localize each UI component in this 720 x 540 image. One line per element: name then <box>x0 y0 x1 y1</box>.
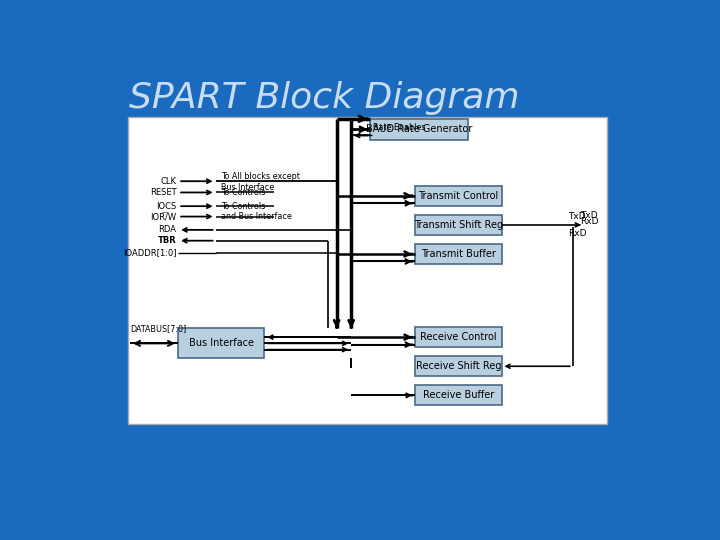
Text: Receive Shift Reg: Receive Shift Reg <box>415 361 501 372</box>
Text: Receive Control: Receive Control <box>420 332 497 342</box>
Text: Rate Enables: Rate Enables <box>373 124 426 132</box>
Text: To All blocks except
Bus Interface: To All blocks except Bus Interface <box>221 172 300 192</box>
Text: IOCS: IOCS <box>156 201 176 211</box>
Text: and Bus Interface: and Bus Interface <box>221 212 292 221</box>
Text: —: — <box>162 209 168 215</box>
Text: CLK: CLK <box>161 177 176 186</box>
Text: RDA: RDA <box>158 225 176 234</box>
Text: IOADDR[1:0]: IOADDR[1:0] <box>123 248 176 257</box>
Bar <box>415 244 502 264</box>
Text: BAUD Rate Generator: BAUD Rate Generator <box>366 124 472 134</box>
Text: Transmit Control: Transmit Control <box>418 191 498 201</box>
Bar <box>128 117 607 424</box>
Text: IOR/W: IOR/W <box>150 212 176 221</box>
Text: RxD: RxD <box>580 218 598 226</box>
Bar <box>415 186 502 206</box>
Bar <box>415 215 502 235</box>
Bar <box>370 119 468 140</box>
Text: RxD: RxD <box>567 229 586 238</box>
Text: TxD: TxD <box>567 212 585 221</box>
Text: Transmit Shift Reg: Transmit Shift Reg <box>414 220 503 230</box>
Text: SPART Block Diagram: SPART Block Diagram <box>129 81 520 115</box>
Text: Receive Buffer: Receive Buffer <box>423 390 494 400</box>
Text: To Controls: To Controls <box>221 188 266 197</box>
Bar <box>415 356 502 376</box>
Text: Bus Interface: Bus Interface <box>189 339 253 348</box>
Text: TBR: TBR <box>158 236 176 245</box>
Bar <box>178 328 264 359</box>
Bar <box>415 327 502 347</box>
Bar <box>415 386 502 406</box>
Text: To Controls: To Controls <box>221 201 266 211</box>
Text: TxD: TxD <box>580 211 598 220</box>
Text: Transmit Buffer: Transmit Buffer <box>421 249 495 259</box>
Text: RESET: RESET <box>150 188 176 197</box>
Text: DATABUS[7:0]: DATABUS[7:0] <box>130 324 186 333</box>
